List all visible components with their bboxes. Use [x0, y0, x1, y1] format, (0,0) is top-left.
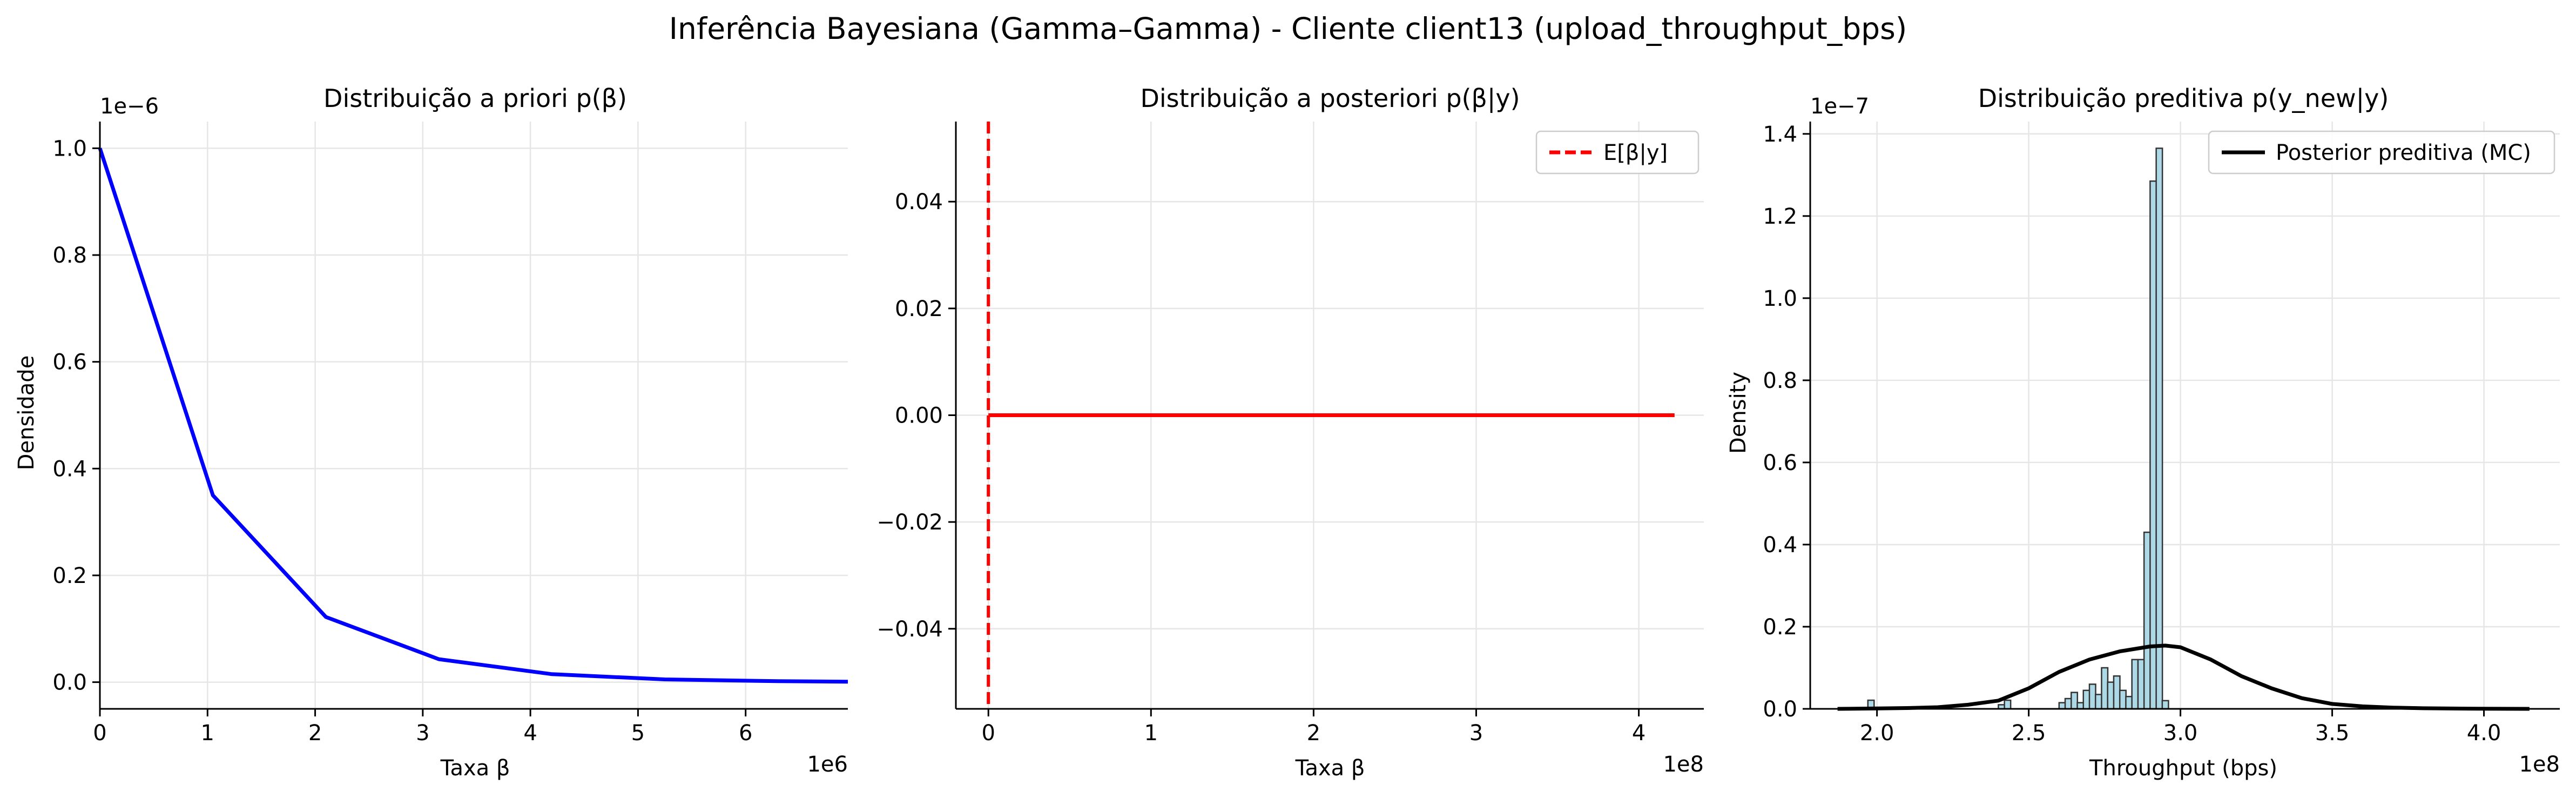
- predictive-hist-bar-9: [2094, 694, 2102, 710]
- posterior-ytick-label-4: 0.04: [895, 190, 943, 214]
- posterior-plot-area: [987, 122, 1675, 709]
- predictive-hist-bar-16: [2137, 659, 2145, 710]
- posterior-ticks: 0 1 2 3 4 −0.04 −0.02 0.00 0.02 0.04: [876, 190, 1646, 746]
- posterior-xtick-label-4: 4: [1632, 721, 1646, 746]
- predictive-hist-bar-19: [2155, 147, 2163, 710]
- prior-ytick-label-4: 0.8: [52, 243, 87, 268]
- posterior-x-offset-text: 1e8: [1663, 752, 1704, 777]
- posterior-xtick-label-1: 1: [1144, 721, 1158, 746]
- predictive-hist-bar-11: [2107, 681, 2115, 710]
- predictive-panel: 2.0 2.5 3.0 3.5 4.00.00.20.40.60.81.01.21.4 …: [1726, 84, 2560, 781]
- posterior-ytick-label-0: −0.04: [876, 617, 943, 642]
- predictive-legend: Posterior preditiva (MC): [2208, 130, 2555, 175]
- predictive-ticks: 2.0 2.5 3.0 3.5 4.0 0.0 0.2 0.4 0.6 0.8 1.0 1.2 1.4: [1763, 122, 2501, 746]
- predictive-legend-label: Posterior preditiva (MC): [2276, 140, 2531, 165]
- predictive-ytick-label-0: 0.0: [1763, 697, 1797, 722]
- prior-title: Distribuição a priori p(β): [323, 84, 627, 113]
- predictive-ytick-label-4: 0.8: [1763, 368, 1797, 393]
- predictive-ytick-label-1: 0.2: [1763, 615, 1797, 640]
- posterior-ytick-label-1: −0.02: [876, 510, 943, 535]
- predictive-x-offset-text: 1e8: [2519, 752, 2560, 777]
- prior-xtick-label-1: 1: [201, 721, 214, 746]
- prior-xlabel: Taxa β: [440, 756, 510, 781]
- predictive-ytick-label-3: 0.6: [1763, 451, 1797, 475]
- predictive-plot-area: [1837, 147, 2530, 711]
- prior-xtick-label-0: 0: [93, 721, 106, 746]
- predictive-hist-bar-8: [2088, 683, 2096, 710]
- figure-suptitle: Inferência Bayesiana (Gamma–Gamma) - Cli…: [669, 11, 1907, 46]
- predictive-xtick-label-3: 3.5: [2315, 721, 2350, 746]
- prior-xtick-label-5: 5: [631, 721, 645, 746]
- prior-xtick-label-3: 3: [416, 721, 429, 746]
- predictive-xtick-label-2: 3.0: [2163, 721, 2198, 746]
- predictive-hist-bar-4: [2064, 698, 2072, 710]
- posterior-legend-box: [1535, 130, 1700, 175]
- prior-grid: [99, 122, 848, 709]
- prior-xtick-label-6: 6: [739, 721, 752, 746]
- predictive-ytick-label-2: 0.4: [1763, 533, 1797, 558]
- predictive-xlabel: Throughput (bps): [2089, 756, 2277, 781]
- predictive-hist-bar-6: [2076, 702, 2085, 710]
- predictive-hist-bar-2: [2004, 699, 2012, 710]
- prior-ytick-label-2: 0.4: [52, 457, 87, 481]
- predictive-hist-bar-13: [2119, 689, 2127, 710]
- predictive-xtick-label-4: 4.0: [2467, 721, 2501, 746]
- prior-ytick-label-5: 1.0: [52, 136, 87, 161]
- predictive-xtick-label-0: 2.0: [1860, 721, 1894, 746]
- prior-axes: [99, 122, 848, 710]
- predictive-title: Distribuição preditiva p(y_new|y): [1978, 84, 2389, 113]
- prior-plot-area: [98, 147, 848, 684]
- predictive-ytick-label-7: 1.4: [1763, 122, 1797, 147]
- prior-series-line-0: [98, 147, 848, 684]
- posterior-legend-label: E[β|y]: [1603, 140, 1668, 165]
- posterior-xlabel: Taxa β: [1295, 756, 1365, 781]
- predictive-xtick-label-1: 2.5: [2012, 721, 2046, 746]
- predictive-hist-bar-17: [2143, 531, 2151, 710]
- predictive-hist-bar-15: [2131, 659, 2139, 710]
- predictive-ytick-label-6: 1.2: [1763, 204, 1797, 229]
- predictive-hist-bar-12: [2113, 675, 2121, 710]
- prior-ticks: 0 1 2 3 4 5 6 0.0 0.2 0.4 0.6 0.8 1.0: [52, 136, 752, 746]
- prior-ylabel: Densidade: [14, 356, 39, 471]
- posterior-ytick-label-2: 0.00: [895, 404, 943, 428]
- prior-xtick-label-4: 4: [523, 721, 537, 746]
- predictive-hist-bar-14: [2125, 695, 2133, 710]
- predictive-hist-bar-18: [2149, 180, 2157, 710]
- predictive-hist-bar-3: [2058, 702, 2066, 710]
- predictive-ylabel: Density: [1726, 372, 1751, 454]
- prior-xtick-label-2: 2: [308, 721, 322, 746]
- prior-ytick-label-1: 0.2: [52, 564, 87, 588]
- posterior-xtick-label-3: 3: [1469, 721, 1483, 746]
- predictive-series-line-0: [1837, 643, 2530, 711]
- posterior-xtick-label-0: 0: [981, 721, 995, 746]
- predictive-legend-box: [2208, 130, 2555, 175]
- prior-x-offset-text: 1e6: [807, 752, 848, 777]
- predictive-hist-bar-5: [2071, 692, 2079, 710]
- prior-panel: 0 1 2 3 4 5 6 0.0 0.2 0.4 0.6 0.8 1.0 Distribuição a…: [14, 84, 848, 781]
- predictive-hist-bar-7: [2082, 689, 2091, 710]
- prior-ytick-label-0: 0.0: [52, 670, 87, 695]
- predictive-ytick-label-5: 1.0: [1763, 286, 1797, 311]
- posterior-legend: E[β|y]: [1535, 130, 1700, 175]
- prior-ytick-label-3: 0.6: [52, 350, 87, 375]
- posterior-ytick-label-3: 0.02: [895, 297, 943, 321]
- posterior-panel: 0 1 2 3 4 −0.04 −0.02 0.00 0.02 0.04 Distribuição…: [876, 84, 1704, 781]
- prior-y-offset-text: 1e−6: [100, 94, 159, 119]
- predictive-axes: [1809, 122, 2560, 710]
- posterior-title: Distribuição a posteriori p(β|y): [1140, 84, 1520, 113]
- predictive-hist-bar-10: [2101, 667, 2109, 710]
- predictive-y-offset-text: 1e−7: [1810, 94, 1869, 119]
- predictive-hist-bar-20: [2161, 700, 2169, 710]
- posterior-xtick-label-2: 2: [1307, 721, 1320, 746]
